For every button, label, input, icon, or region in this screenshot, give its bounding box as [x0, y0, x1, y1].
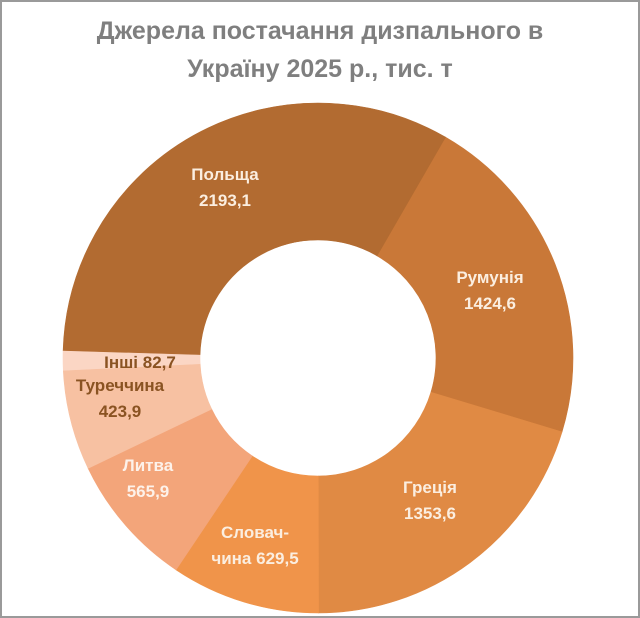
chart-title: Джерела постачання дизпального в Україну…	[0, 12, 640, 88]
slice-label: Туреччина 423,9	[76, 376, 165, 421]
chart-title-line-2: Україну 2025 р., тис. т	[187, 55, 453, 83]
slice-label: Словач-чина 629,5	[211, 523, 298, 568]
slice-label: Румунія 1424,6	[456, 268, 523, 313]
slice-label: Литва 565,9	[123, 456, 174, 501]
slice-label: Інші 82,7	[104, 353, 176, 372]
slice-label: Греція 1353,6	[403, 478, 457, 523]
slice-labels: Румунія 1424,6 Греція 1353,6 Словач-чина 629…	[76, 165, 524, 568]
slice-Греція	[317, 391, 563, 614]
chart-title-line-1: Джерела постачання дизпального в	[96, 17, 544, 45]
slice-Румунія	[376, 136, 574, 433]
slice-Польща	[62, 102, 446, 355]
donut-slices	[62, 102, 574, 614]
slice-label: Польща 2193,1	[191, 165, 259, 210]
